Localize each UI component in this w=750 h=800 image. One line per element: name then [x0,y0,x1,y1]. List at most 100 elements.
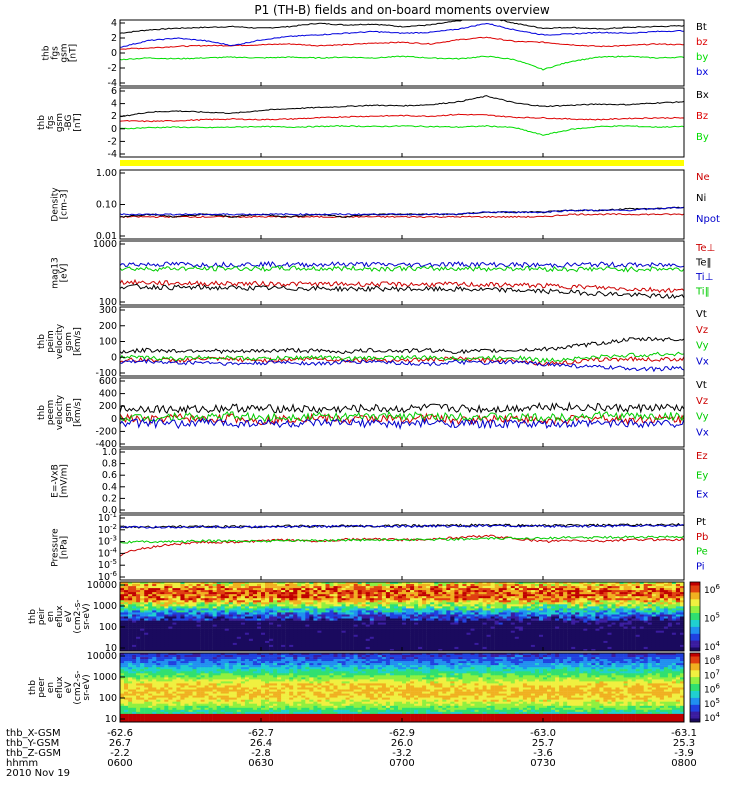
heatmap-cell [297,632,302,635]
colorbar-segment [690,592,700,597]
heatmap-cell [575,594,580,597]
heatmap-cell [635,628,640,631]
heatmap-cell [220,646,225,650]
heatmap-cell [285,596,290,599]
heatmap-cell [402,642,407,646]
heatmap-cell [583,622,588,625]
heatmap-cell [172,626,177,629]
heatmap-cell [389,642,395,646]
heatmap-cell [317,582,322,585]
heatmap-cell [478,600,483,603]
heatmap-cell [410,622,415,625]
heatmap-cell [506,598,511,601]
heatmap-cell [176,640,181,644]
heatmap-cell [680,600,685,603]
heatmap-cell [381,630,387,633]
heatmap-cell [526,646,532,650]
heatmap-cell [232,644,238,648]
heatmap-cell [200,598,205,601]
heatmap-cell [418,604,423,607]
heatmap-cell [365,618,370,621]
heatmap-cell [277,616,282,619]
heatmap-cell [313,594,318,597]
heatmap-cell [599,624,604,627]
heatmap-cell [369,598,375,601]
heatmap-cell [571,626,576,629]
heatmap-cell [575,649,580,652]
heatmap-cell [430,640,435,644]
heatmap-cell [607,640,612,644]
heatmap-cell [418,594,423,597]
heatmap-cell [667,634,673,638]
heatmap-cell [406,600,411,603]
heatmap-cell [321,584,326,587]
heatmap-cell [522,590,528,593]
heatmap-cell [438,612,443,615]
heatmap-cell [466,618,471,621]
heatmap-cell [285,618,290,621]
heatmap-cell [462,586,467,589]
heatmap-cell [534,646,540,650]
heatmap-cell [454,618,459,621]
heatmap-cell [559,586,564,589]
heatmap-cell [563,594,568,597]
heatmap-cell [671,596,677,599]
heatmap-cell [502,604,507,607]
heatmap-cell [156,634,161,638]
heatmap-cell [281,590,286,593]
heatmap-cell [281,604,286,607]
heatmap-cell [297,600,302,603]
heatmap-cell [675,586,681,589]
heatmap-cell [120,586,125,589]
heatmap-cell [132,630,137,633]
heatmap-cell [317,634,322,638]
heatmap-cell [152,644,157,648]
heatmap-cell [152,584,157,587]
heatmap-cell [514,606,520,609]
heatmap-cell [522,640,528,644]
heatmap-cell [547,616,552,619]
heatmap-cell [490,594,495,597]
heatmap-cell [611,600,616,603]
heatmap-cell [220,600,225,603]
heatmap-cell [297,608,302,611]
heatmap-cell [543,600,548,603]
heatmap-cell [470,600,475,603]
heatmap-cell [655,642,661,646]
heatmap-cell [655,598,661,601]
heatmap-cell [680,624,685,627]
heatmap-cell [555,604,560,607]
heatmap-cell [196,600,201,603]
heatmap-cell [236,646,242,650]
heatmap-cell [466,636,471,640]
heatmap-cell [172,584,177,587]
heatmap-cell [325,602,330,605]
heatmap-cell [486,616,491,619]
heatmap-cell [208,590,213,593]
heatmap-cell [406,586,411,589]
heatmap-cell [639,604,644,607]
heatmap-cell [261,634,266,638]
heatmap-cell [244,612,250,615]
heatmap-cell [406,616,411,619]
heatmap-cell [530,649,536,652]
heatmap-cell [329,590,334,593]
heatmap-cell [136,612,141,615]
heatmap-cell [369,596,375,599]
heatmap-cell [583,594,588,597]
heatmap-cell [671,584,677,587]
heatmap-cell [261,640,266,644]
heatmap-cell [232,612,238,615]
heatmap-cell [655,628,661,631]
heatmap-cell [547,586,552,589]
heatmap-cell [188,630,193,633]
heatmap-cell [180,634,185,638]
heatmap-cell [265,620,270,623]
heatmap-cell [559,616,564,619]
heatmap-cell [389,606,395,609]
heatmap-cell [156,628,161,631]
heatmap-cell [393,602,399,605]
heatmap-cell [228,630,234,633]
heatmap-cell [522,636,528,640]
heatmap-cell [132,620,137,623]
